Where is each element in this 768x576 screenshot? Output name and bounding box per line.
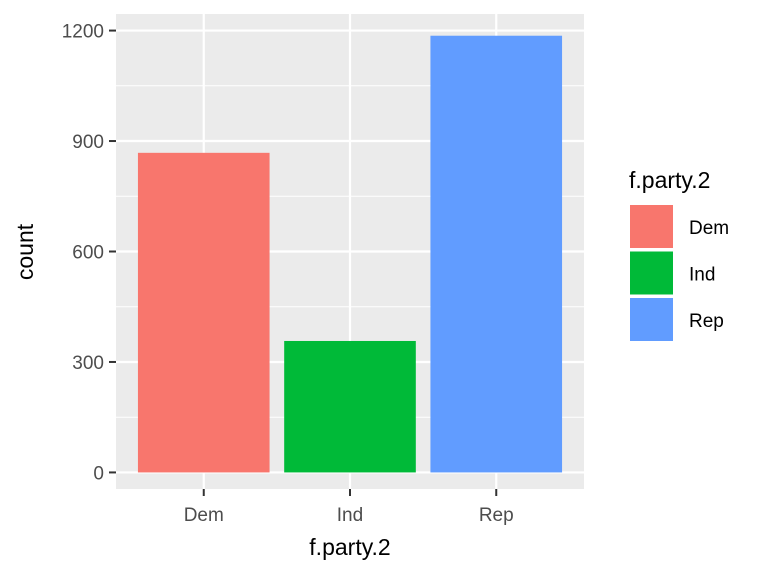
legend-label: Dem [689, 218, 729, 239]
y-tick-label: 900 [72, 132, 104, 153]
y-axis: 0 300 600 900 1200 [62, 22, 116, 484]
x-tick-label: Rep [479, 505, 514, 526]
legend-key-ind [630, 251, 673, 295]
legend-label: Rep [689, 311, 724, 332]
x-axis: Dem Ind Rep [184, 489, 514, 526]
bar-dem [137, 152, 270, 473]
legend-key-dem [630, 205, 673, 248]
y-tick-label: 300 [72, 353, 104, 374]
bar-ind [284, 340, 416, 473]
y-tick-label: 1200 [62, 22, 104, 43]
y-tick-label: 600 [72, 243, 104, 264]
legend-key-rep [630, 298, 673, 341]
x-tick-label: Ind [337, 505, 363, 526]
legend-label: Ind [689, 265, 715, 286]
bar-rep [430, 35, 563, 473]
y-axis-title: count [12, 223, 38, 280]
legend-title: f.party.2 [629, 167, 710, 193]
legend: f.party.2 Dem Ind Rep [629, 167, 729, 341]
bars [137, 35, 563, 473]
x-tick-label: Dem [184, 505, 224, 526]
x-axis-title: f.party.2 [309, 534, 390, 560]
y-tick-label: 0 [93, 463, 104, 484]
